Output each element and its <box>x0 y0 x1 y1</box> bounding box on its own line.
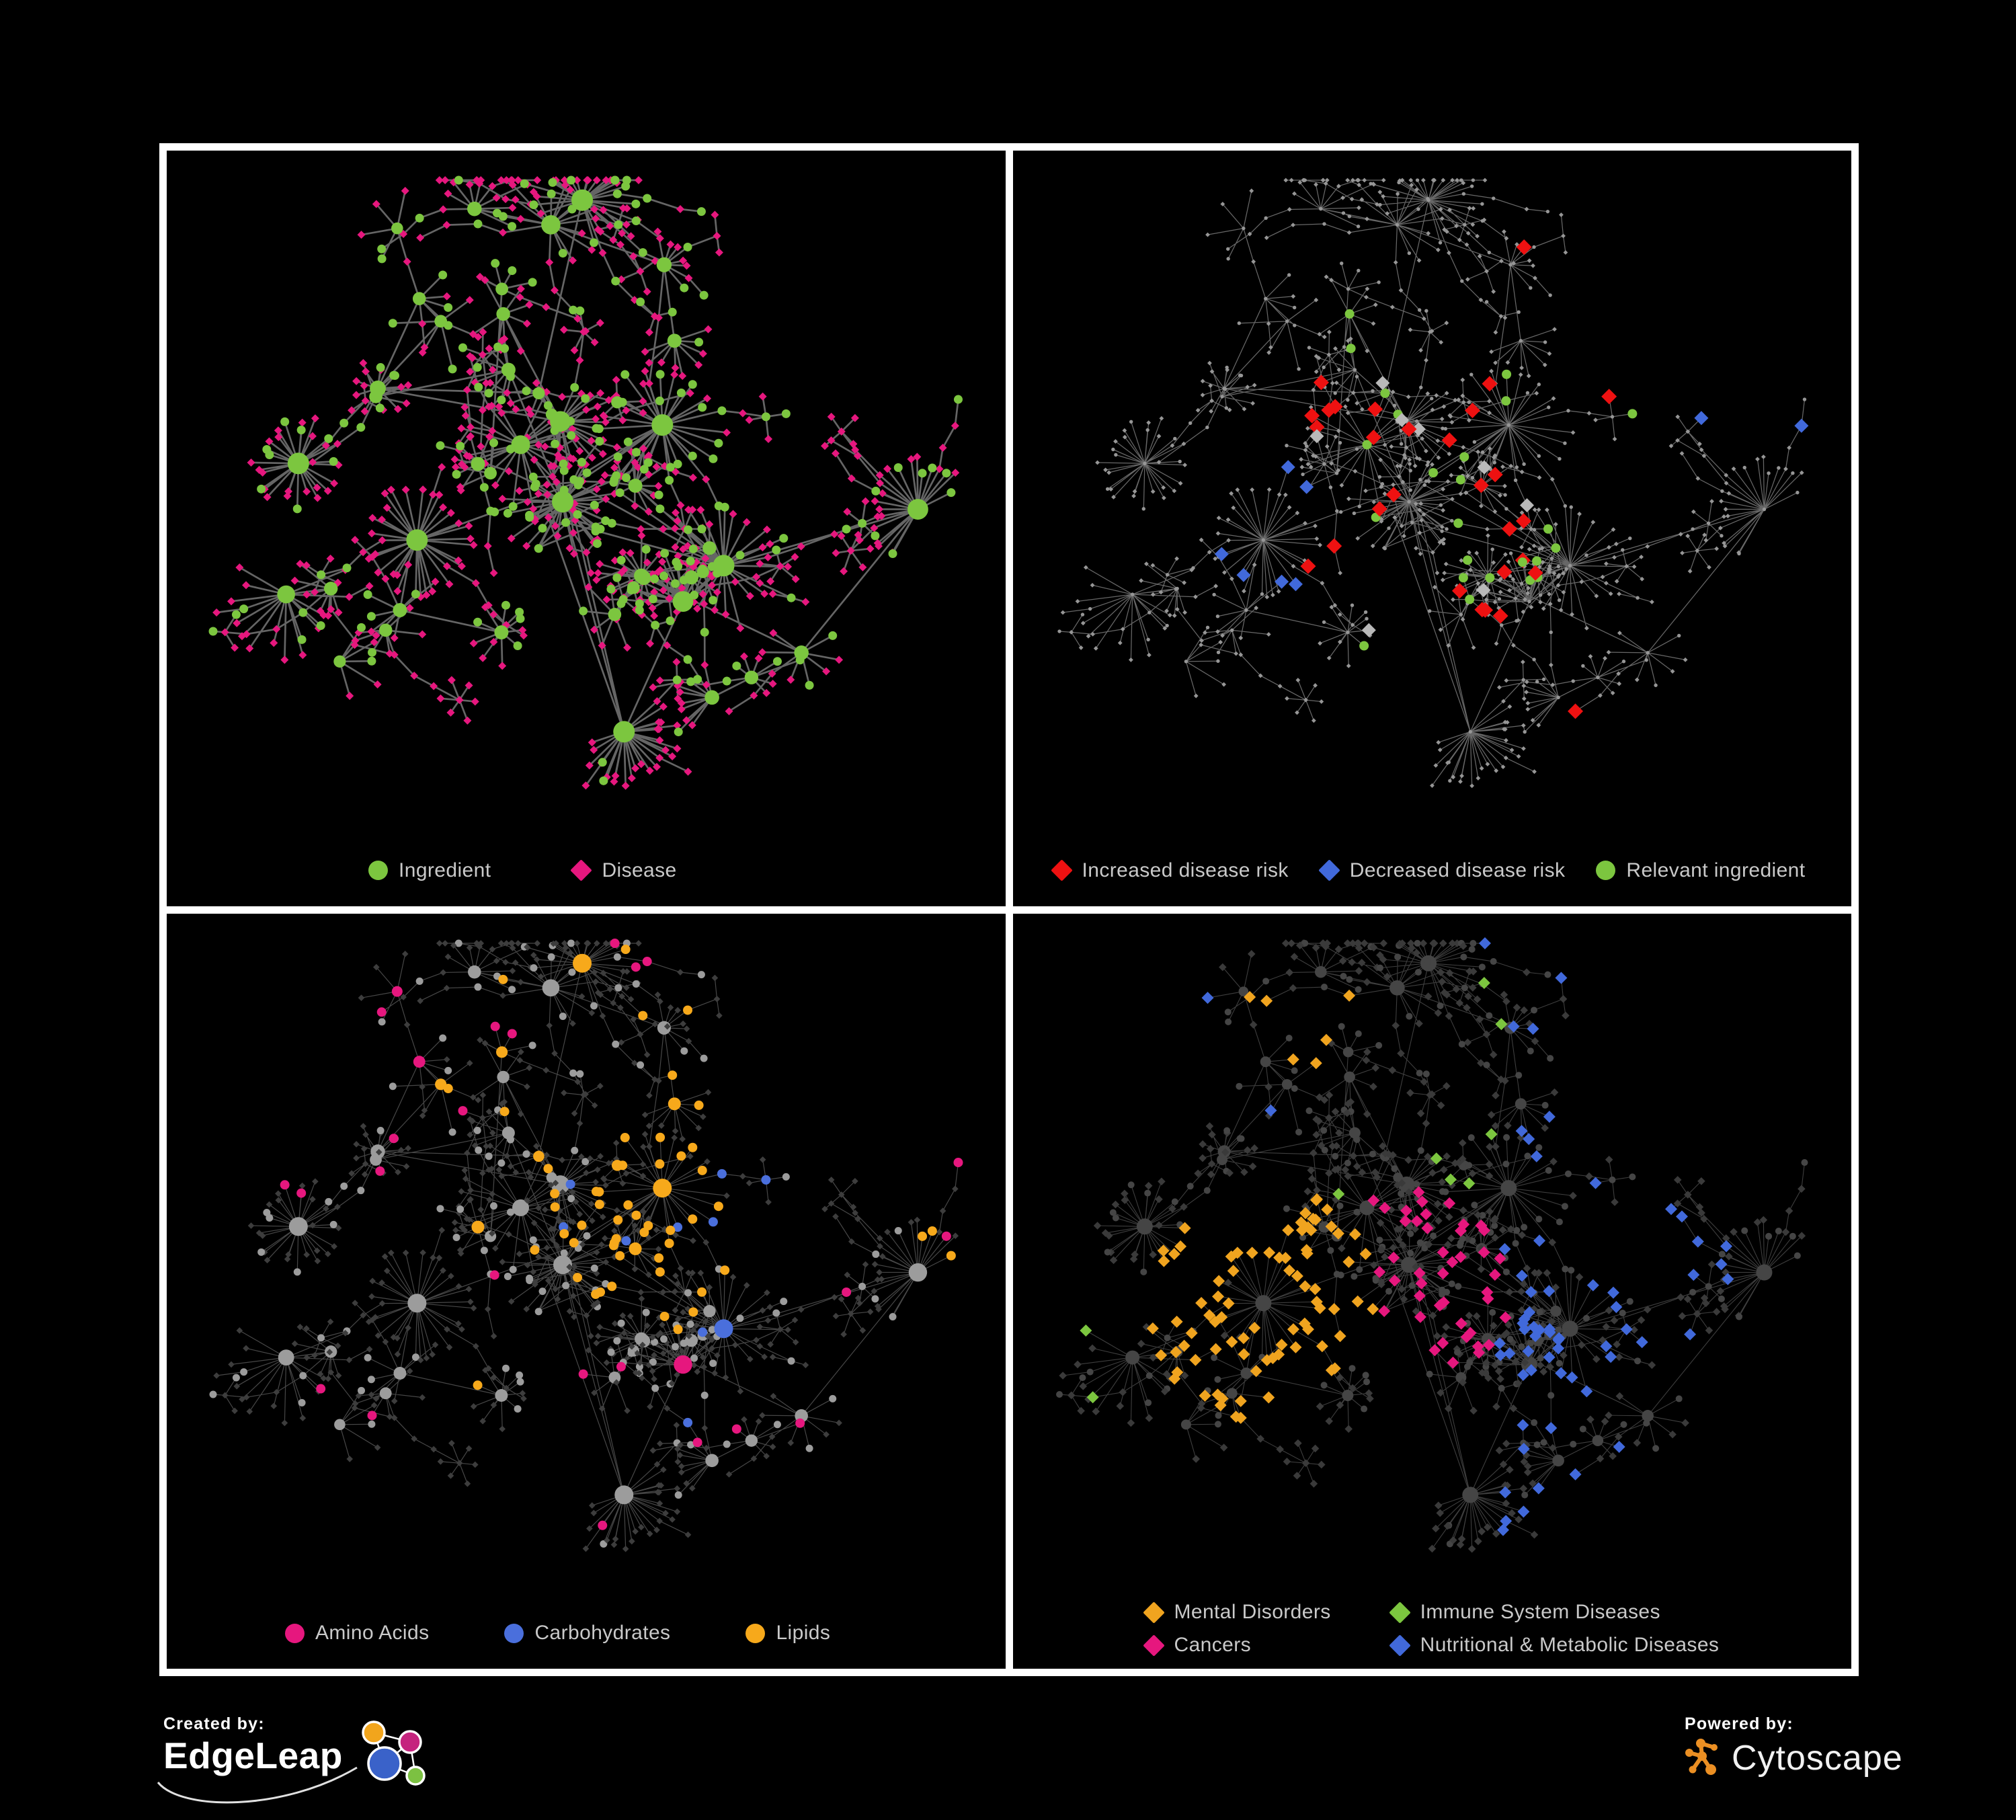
diamond-swatch <box>1142 1601 1165 1624</box>
circle-swatch <box>1596 861 1616 880</box>
legend-item: Immune System Diseases <box>1388 1601 1720 1624</box>
legend-item: Amino Acids <box>285 1622 429 1645</box>
circle-swatch <box>504 1623 524 1643</box>
legend-label: Cancers <box>1174 1634 1252 1656</box>
network-graph-ingredient-disease <box>208 175 963 790</box>
legend-label: Relevant ingredient <box>1626 859 1806 881</box>
created-by-label: Created by: <box>163 1714 265 1733</box>
legend-label: Ingredient <box>399 859 491 881</box>
legend-item: Increased disease risk <box>1050 859 1289 882</box>
legend-label: Nutritional & Metabolic Diseases <box>1420 1634 1720 1656</box>
legend-ingredient-disease: Ingredient Disease <box>167 859 1006 882</box>
cytoscape-branding: Powered by: Cytoscape <box>1685 1714 1903 1778</box>
legend-item: Ingredient <box>368 859 491 882</box>
edgeleap-wordmark: EdgeLeap <box>163 1735 343 1776</box>
diamond-swatch <box>1388 1634 1411 1657</box>
circle-swatch <box>745 1623 766 1643</box>
legend-item: Nutritional & Metabolic Diseases <box>1388 1634 1720 1657</box>
diamond-swatch <box>1388 1601 1411 1624</box>
circle-swatch <box>368 861 388 880</box>
legend-item: Lipids <box>745 1622 830 1645</box>
circle-swatch <box>285 1623 305 1643</box>
cytoscape-logo-icon <box>1685 1739 1718 1775</box>
legend-item: Mental Disorders <box>1142 1601 1331 1624</box>
panel-nutrient-classes: Amino Acids Carbohydrates Lipids <box>167 913 1006 1669</box>
legend-disease-categories: Mental Disorders Immune System Diseases Ca… <box>1013 1601 1852 1657</box>
network-graph-disease-risk <box>1057 177 1808 789</box>
legend-disease-risk: Increased disease risk Decreased disease … <box>1013 859 1852 882</box>
edgeleap-logo-icon <box>362 1720 426 1786</box>
network-graph-nutrient-classes <box>209 938 963 1552</box>
edgeleap-branding: Created by: EdgeLeap <box>157 1714 434 1804</box>
panel-ingredient-disease: Ingredient Disease <box>167 151 1006 906</box>
legend-label: Carbohydrates <box>534 1622 671 1644</box>
legend-label: Amino Acids <box>315 1622 430 1644</box>
legend-nutrient-classes: Amino Acids Carbohydrates Lipids <box>167 1622 1006 1645</box>
legend-label: Disease <box>602 859 677 881</box>
panel-disease-risk: Increased disease risk Decreased disease … <box>1012 151 1852 906</box>
legend-item: Decreased disease risk <box>1318 859 1566 882</box>
legend-label: Decreased disease risk <box>1349 859 1566 881</box>
legend-label: Lipids <box>776 1622 831 1644</box>
legend-label: Immune System Diseases <box>1420 1601 1660 1623</box>
diamond-swatch <box>1318 859 1340 881</box>
legend-item: Disease <box>570 859 677 882</box>
powered-by-label: Powered by: <box>1685 1714 1793 1733</box>
legend-label: Mental Disorders <box>1174 1601 1331 1623</box>
legend-item: Relevant ingredient <box>1596 859 1805 882</box>
diamond-swatch <box>570 859 593 881</box>
legend-item: Cancers <box>1142 1634 1331 1657</box>
legend-item: Carbohydrates <box>504 1622 670 1645</box>
network-panels-grid: Ingredient Disease Increased disease risk… <box>159 143 1859 1676</box>
legend-label: Increased disease risk <box>1082 859 1289 881</box>
network-graph-disease-categories <box>1055 937 1808 1553</box>
cytoscape-wordmark: Cytoscape <box>1732 1739 1903 1778</box>
diamond-swatch <box>1142 1634 1165 1657</box>
diamond-swatch <box>1050 859 1073 881</box>
panel-disease-categories: Mental Disorders Immune System Diseases Ca… <box>1012 913 1852 1669</box>
